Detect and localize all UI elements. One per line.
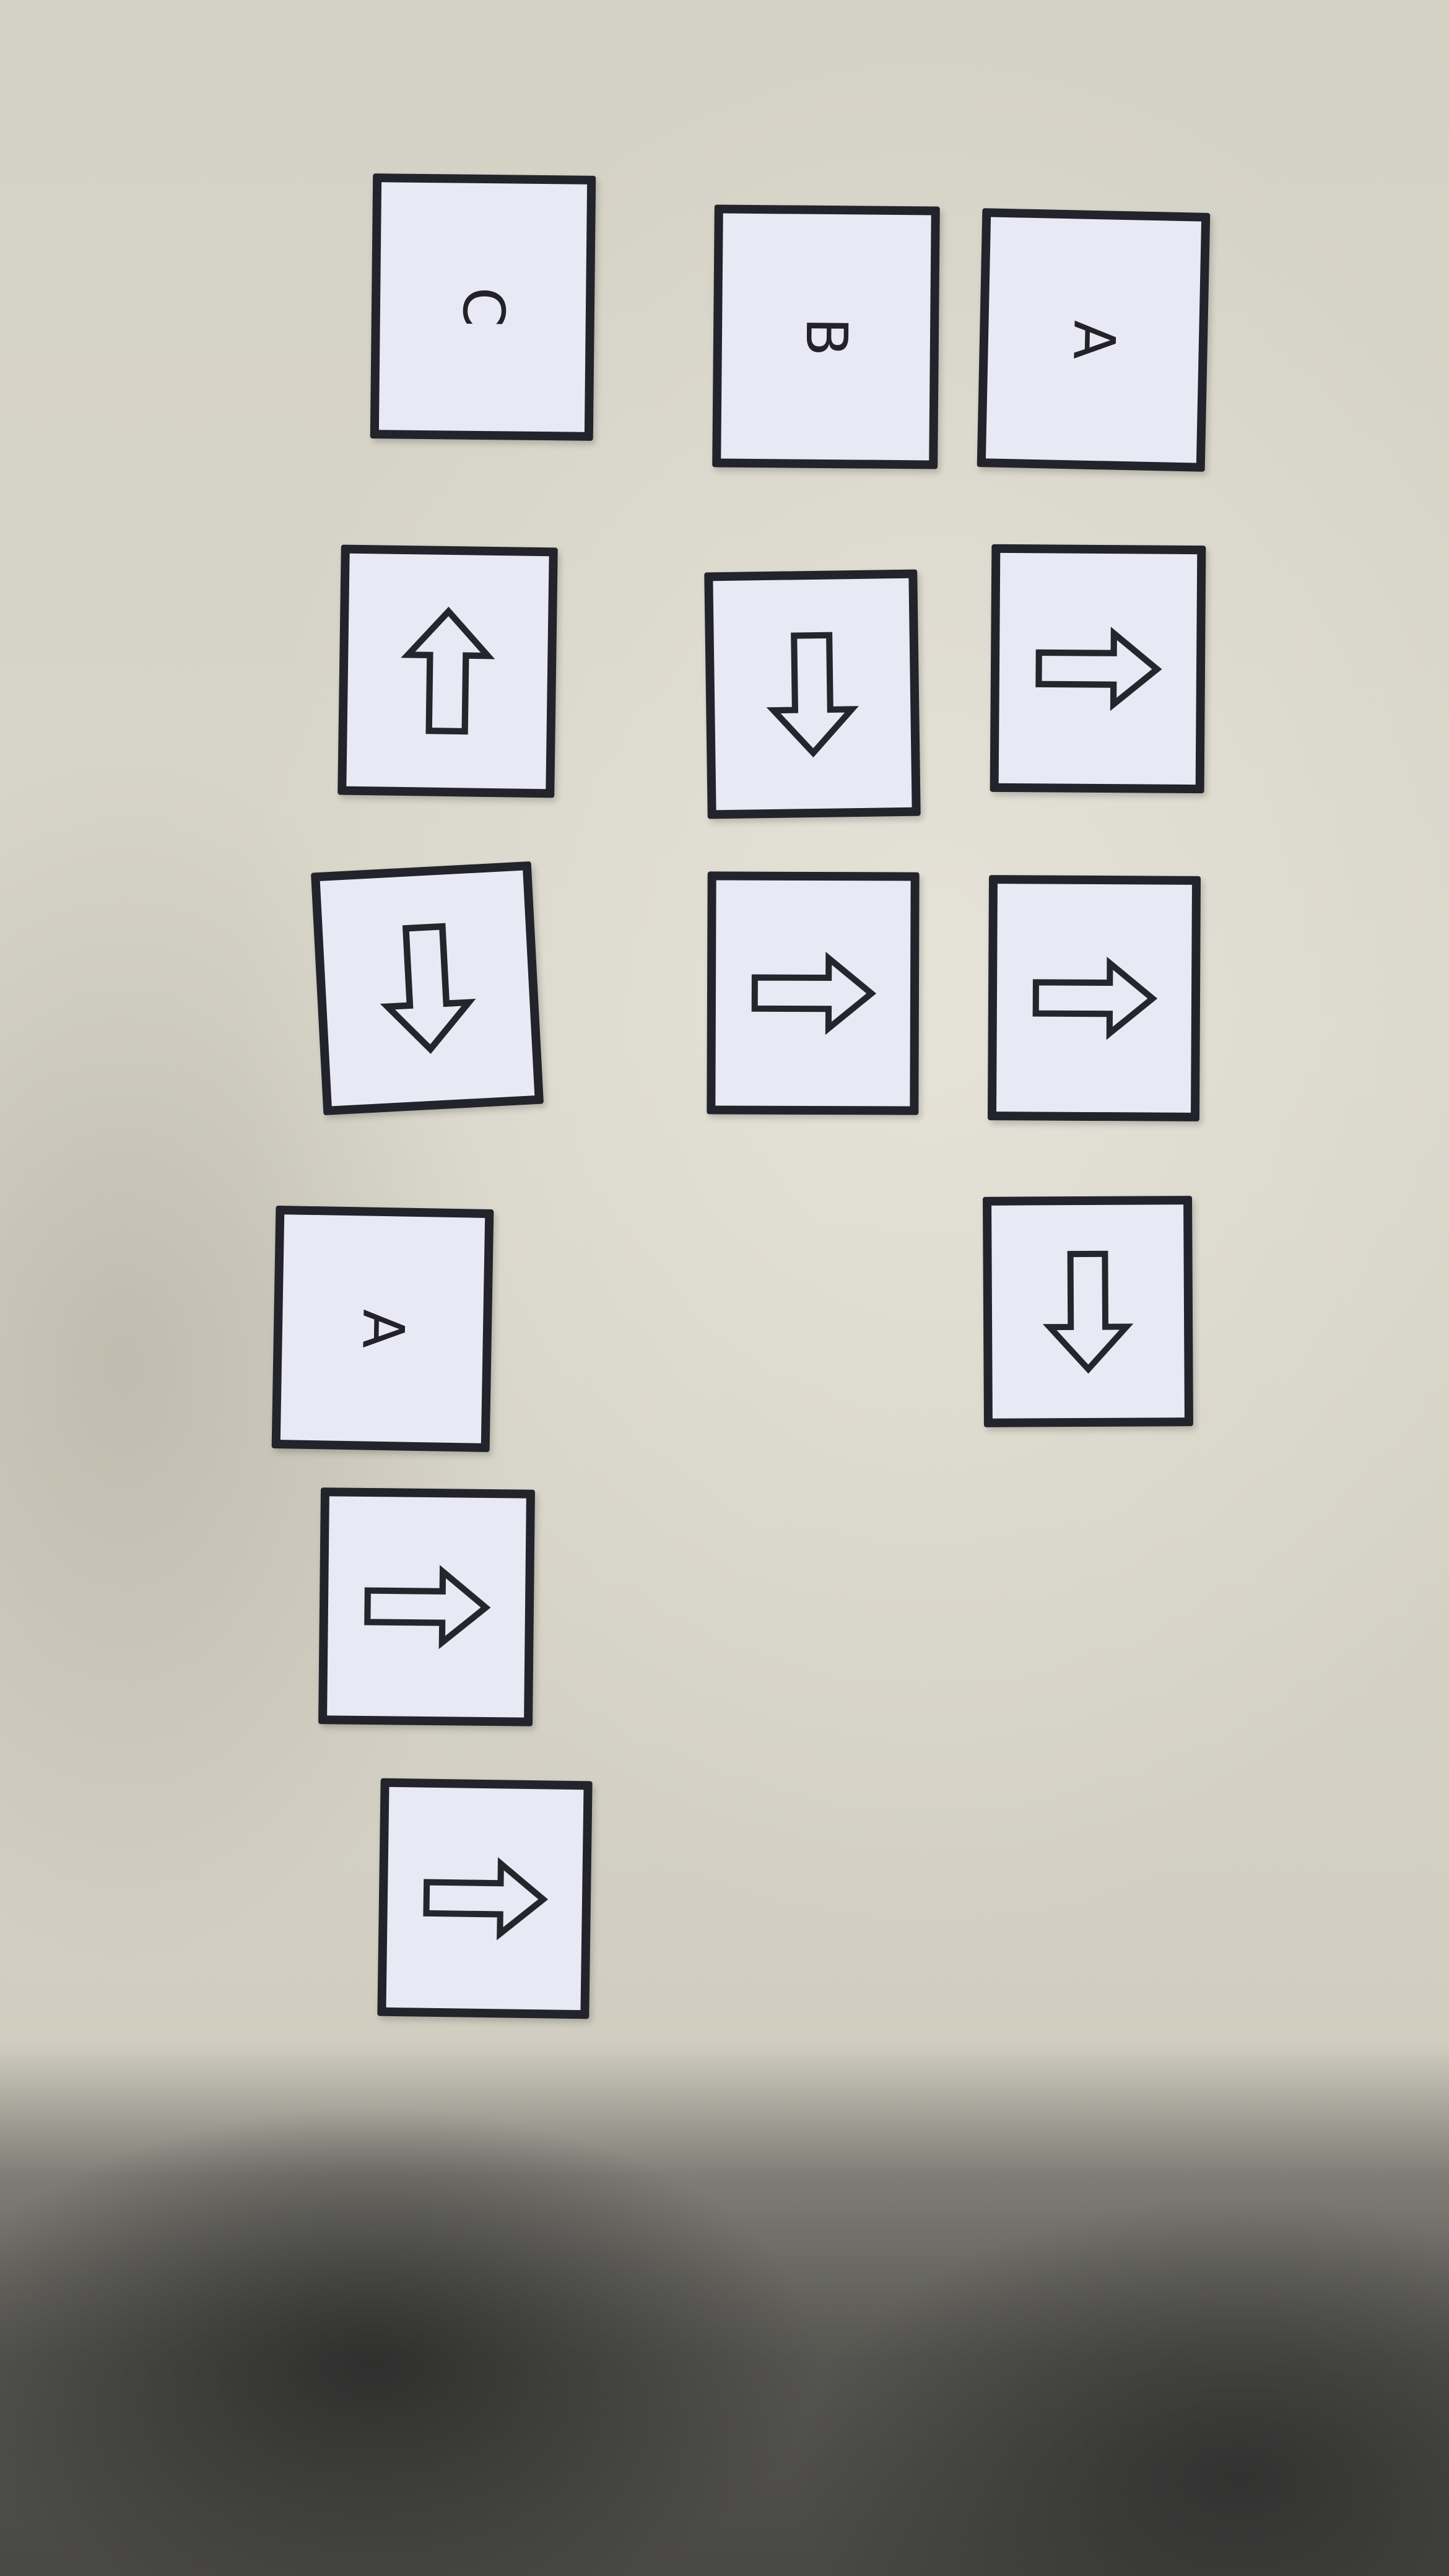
arrow-card-down [704, 569, 921, 819]
card-letter: B [793, 316, 860, 357]
letter-card-a-top: A [977, 208, 1211, 472]
arrow-card-right [318, 1487, 535, 1726]
arrow-card-right [707, 871, 920, 1115]
arrow-card-up [337, 544, 558, 798]
arrow-down-icon [766, 632, 859, 758]
arrow-card-down [983, 1196, 1193, 1427]
arrow-right-icon [1035, 627, 1162, 711]
arrow-right-icon [1032, 956, 1158, 1040]
arrow-right-icon [423, 1857, 549, 1941]
letter-card-b: B [712, 204, 940, 469]
letter-card-a-bottom: A [271, 1205, 494, 1453]
hand-shadow [0, 2043, 1449, 2576]
card-letter: C [450, 287, 517, 328]
arrow-right-icon [364, 1565, 491, 1650]
arrow-card-right [377, 1778, 593, 2019]
arrow-card-right [987, 875, 1201, 1121]
arrow-down-icon [1042, 1250, 1134, 1374]
letter-card-c: C [370, 173, 596, 441]
arrow-up-icon [401, 606, 495, 735]
arrow-card-down [310, 861, 544, 1116]
card-letter: A [349, 1308, 417, 1349]
arrow-right-icon [751, 951, 877, 1035]
arrow-down-icon [380, 923, 476, 1055]
arrow-card-right [990, 544, 1206, 794]
card-letter: A [1060, 320, 1128, 360]
